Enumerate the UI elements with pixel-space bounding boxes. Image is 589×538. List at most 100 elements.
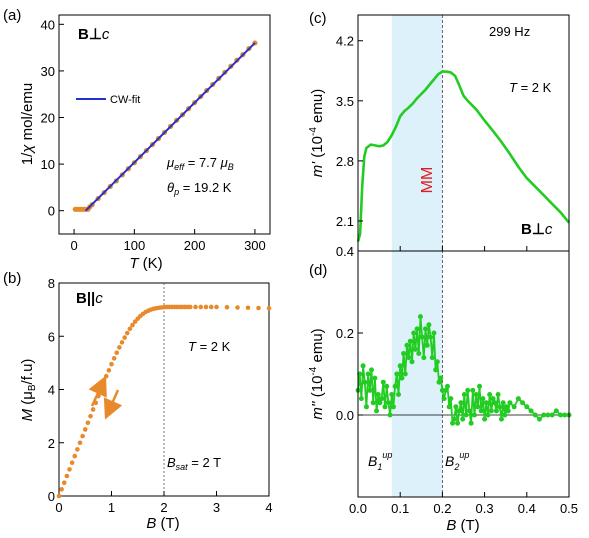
panel-d-data-point [482, 416, 488, 422]
panel-d-xtick-label: 0.4 [518, 501, 536, 516]
panel-b-xlabel: B (T) [146, 515, 179, 532]
panel-d-data-point [382, 404, 388, 410]
panel-d-data-point [433, 367, 439, 373]
panel-d-ytick-label: 0.0 [336, 408, 354, 423]
panel-d-data-point [480, 396, 486, 402]
panel-d-data-point [493, 408, 499, 414]
panel-b-ytick-label: 0 [48, 489, 55, 504]
panel-c-frame [357, 14, 570, 252]
panel-d-data-point [495, 392, 501, 397]
panel-b-data-point [59, 487, 64, 492]
panel-b-xtick-label: 0 [55, 500, 62, 515]
panel-d-data-point [399, 375, 405, 381]
panel-d-data-point [504, 404, 510, 410]
panel-c-label: (c) [309, 10, 327, 27]
panel-d-xtick-label: 0.3 [476, 501, 494, 516]
panel-d-data-point [377, 400, 383, 406]
panel-d-data-point [424, 342, 430, 348]
panel-b-xtick-label: 3 [213, 500, 220, 515]
panel-c-ytick-label: 3.5 [336, 94, 354, 109]
panel-d-data-point [549, 412, 555, 418]
panel-d-data-point [384, 383, 390, 389]
panel-d-data-point [453, 404, 459, 410]
panel-d-data-point [497, 404, 503, 410]
panel-d-data-point [450, 420, 456, 426]
panel-d-data-point [455, 420, 461, 426]
panel-d-data-point [411, 330, 417, 336]
panel-d-data-point [434, 359, 440, 365]
b2up-label: B2up [445, 450, 469, 472]
panel-d-data-point [360, 363, 366, 369]
panel-d-data-point [505, 408, 511, 414]
panel-a-ytick-label: 10 [41, 157, 55, 172]
panel-d-data-point [421, 355, 427, 361]
panel-c-frequency: 299 Hz [489, 24, 530, 39]
panel-d-data-point [473, 392, 479, 397]
panel-d-data-point [444, 383, 450, 389]
panel-b-xtick-label: 1 [108, 500, 115, 515]
panel-d-data-point [553, 408, 559, 414]
panel-b-data-point [266, 305, 272, 311]
panel-d-data-point [441, 396, 447, 402]
panel-d-data-point [515, 396, 521, 402]
panel-d-data-point [562, 412, 568, 418]
panel-d-data-point [520, 400, 526, 406]
panel-d-data-point [394, 371, 400, 377]
panel-b-annotation-bsat: Bsat = 2 T [167, 455, 221, 472]
panel-d-data-point [448, 396, 454, 402]
panel-b-data-point [72, 453, 78, 459]
panel-d-data-point [477, 383, 483, 389]
panel-d-data-point [446, 404, 452, 410]
panel-a-ylabel: 1/χ mol/emu [19, 83, 36, 165]
panel-c-y-ticks: 2.1 2.8 3.5 4.2 [336, 34, 570, 251]
panel-d-data-point [370, 400, 376, 406]
panel-a-annotation-mueff: μeff = 7.7 μB [166, 155, 234, 172]
panel-b-arrow-up [88, 375, 107, 407]
panel-b-data-point [90, 407, 96, 412]
panel-b-data-point [235, 305, 240, 310]
panel-cd-x-ticks: 0.0 0.1 0.2 0.3 0.4 0.5 [349, 492, 578, 516]
panel-d-data-point [461, 392, 467, 397]
panel-d-data-point [401, 351, 407, 356]
panel-b-label: (b) [3, 270, 21, 287]
panel-a-legend-text: CW-fit [110, 94, 140, 106]
panel-d-data-point [436, 379, 442, 385]
panel-d-data-point [451, 416, 457, 422]
panel-b-ytick-label: 2 [48, 436, 55, 451]
panel-d-xtick-label: 0.2 [433, 501, 451, 516]
panel-d-data-point [404, 342, 410, 348]
panel-d-data-point [524, 404, 530, 410]
panel-b-data-point [61, 480, 67, 485]
panel-c-annotation-t: T = 2 K [509, 80, 552, 95]
panel-b-y-ticks: 0 2 4 6 8 [48, 276, 64, 504]
panel-d-data-point [458, 400, 464, 406]
panel-d-xlabel: B (T) [446, 517, 479, 534]
panel-b-data-point [187, 304, 193, 310]
panel-a-x-ticks: 0 100 200 300 [70, 229, 266, 253]
panel-d-data-point [426, 322, 432, 328]
panel-d-data-point [541, 412, 547, 418]
panel-d-data-point [389, 392, 395, 397]
panel-b-data-point [122, 335, 127, 340]
panel-d-ytick-label: 0.2 [336, 326, 354, 341]
panel-a-xlabel: T (K) [129, 255, 162, 272]
panel-d-data-point [460, 416, 466, 422]
panel-b-ytick-label: 6 [48, 329, 55, 344]
b1up-label: B1up [368, 450, 392, 472]
panel-d-data-point [365, 371, 371, 377]
panel-b-field-label: B||c [76, 290, 103, 307]
panel-d-data-point [500, 400, 506, 406]
panel-d-data-point [417, 314, 423, 320]
panel-b-ytick-label: 8 [48, 276, 55, 291]
panel-d-xtick-label: 0.1 [391, 501, 409, 516]
panel-d-data-point [463, 412, 469, 418]
panel-b-data-point [64, 473, 70, 479]
panel-a-series [72, 40, 258, 212]
panel-d-ylabel: m'' (10-4 emu) [308, 328, 326, 419]
panel-b-data-point [214, 304, 219, 310]
panel-b-data-point [75, 447, 80, 452]
panel-b-data-point [56, 493, 62, 499]
panel-b-data-point [109, 361, 114, 367]
panel-b-data-point [69, 460, 75, 466]
